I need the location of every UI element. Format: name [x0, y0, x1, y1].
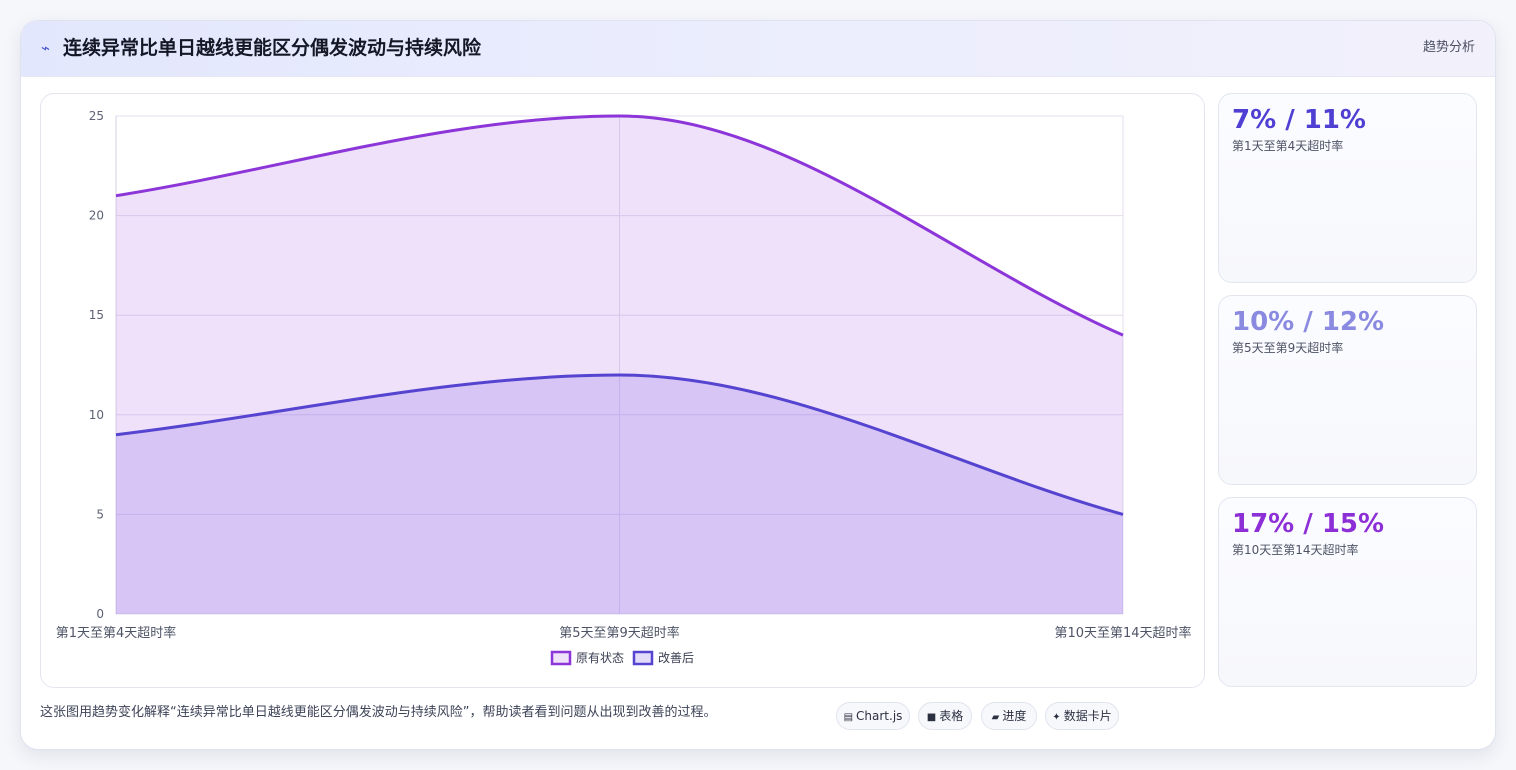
stat-value: 7% / 11% — [1232, 105, 1366, 135]
stat-card-1: 7% / 11% 第1天至第4天超时率 — [1218, 93, 1477, 283]
y-tick-label: 0 — [96, 607, 104, 621]
area-chart: 0 5 10 15 20 25 第1天至第4天超时率 第5天至第9天超时率 第10天至第14天超… — [56, 109, 1192, 666]
y-tick-label: 5 — [96, 507, 104, 521]
category-tag: 趋势分析 — [1422, 40, 1475, 55]
pill-label: Chart.js — [856, 709, 903, 723]
stat-label: 第1天至第4天超时率 — [1232, 139, 1344, 153]
table-icon: ■ — [926, 712, 937, 723]
pill-progress[interactable]: ▰ 进度 — [981, 702, 1037, 730]
stat-card-3: 17% / 15% 第10天至第14天超时率 — [1218, 497, 1477, 687]
x-tick-label: 第5天至第9天超时率 — [559, 625, 680, 641]
series-line-2 — [115, 373, 1124, 516]
pill-chartjs[interactable]: ▤ Chart.js — [836, 702, 910, 730]
x-tick-label: 第1天至第4天超时率 — [56, 625, 177, 641]
page-title: 连续异常比单日越线更能区分偶发波动与持续风险 — [63, 37, 482, 59]
pill-data-cards[interactable]: ✦ 数据卡片 — [1045, 702, 1119, 730]
pill-label: 表格 — [939, 709, 964, 723]
legend-swatch — [550, 650, 572, 666]
trend-icon: ⌁ — [41, 39, 51, 57]
y-tick-label: 10 — [89, 408, 104, 422]
progress-icon: ▰ — [991, 712, 1000, 723]
series-area-1 — [116, 116, 1123, 614]
pill-label: 进度 — [1002, 709, 1027, 723]
card-header: ⌁ 连续异常比单日越线更能区分偶发波动与持续风险 趋势分析 — [21, 21, 1495, 77]
chart-caption: 这张图用趋势变化解释“连续异常比单日越线更能区分偶发波动与持续风险”，帮助读者看… — [40, 705, 717, 720]
y-tick-label: 20 — [89, 209, 104, 223]
legend-swatch — [632, 650, 654, 666]
chart-panel: 0 5 10 15 20 25 第1天至第4天超时率 第5天至第9天超时率 第10天至第14天超… — [40, 93, 1205, 688]
chart-card: ⌁ 连续异常比单日越线更能区分偶发波动与持续风险 趋势分析 0 5 10 15 20 25… — [20, 20, 1496, 750]
x-tick-label: 第10天至第14天超时率 — [1054, 625, 1191, 641]
legend-label: 改善后 — [658, 650, 694, 665]
stat-value: 10% / 12% — [1232, 307, 1385, 337]
sparkle-icon: ✦ — [1052, 712, 1061, 723]
stat-label: 第10天至第14天超时率 — [1232, 543, 1359, 557]
legend-label: 原有状态 — [576, 651, 624, 665]
chart-icon: ▤ — [843, 712, 854, 723]
y-tick-label: 25 — [89, 109, 104, 123]
stat-value: 17% / 15% — [1232, 509, 1385, 539]
stat-label: 第5天至第9天超时率 — [1232, 341, 1344, 355]
pill-table[interactable]: ■ 表格 — [918, 702, 972, 730]
y-tick-label: 15 — [89, 308, 104, 322]
series-line-1 — [115, 114, 1124, 337]
stat-card-2: 10% / 12% 第5天至第9天超时率 — [1218, 295, 1477, 485]
pill-label: 数据卡片 — [1063, 709, 1112, 723]
series-area-2 — [116, 374, 1123, 614]
